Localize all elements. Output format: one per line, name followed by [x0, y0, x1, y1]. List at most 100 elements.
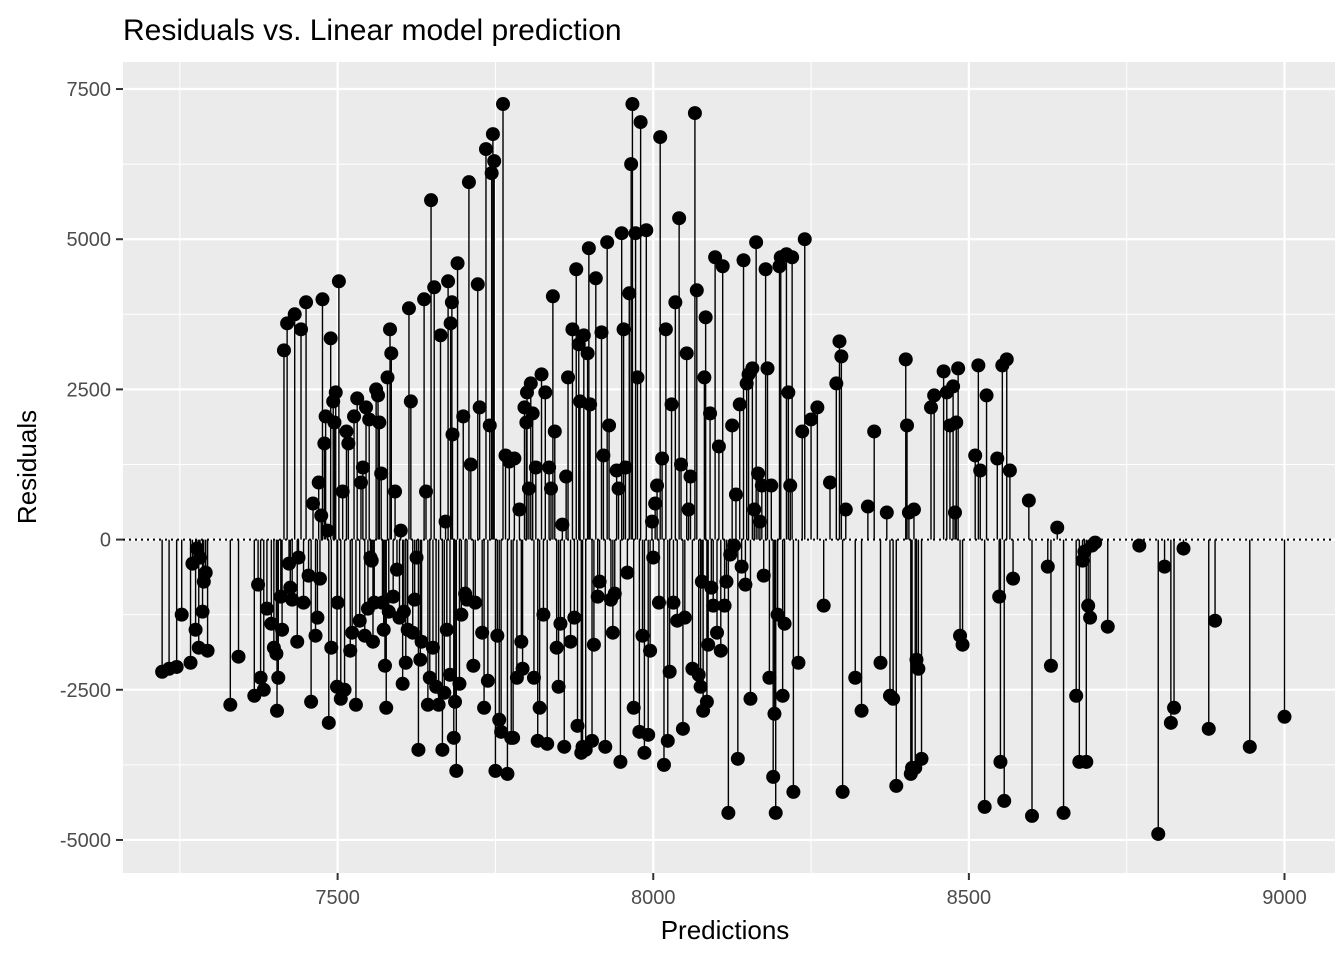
residual-point — [512, 502, 527, 517]
residual-point — [419, 484, 433, 499]
residual-point — [687, 106, 702, 121]
residual-point — [898, 352, 913, 367]
residual-point — [494, 724, 509, 739]
residual-point — [624, 157, 639, 172]
residual-point — [1021, 493, 1036, 508]
residual-point — [198, 565, 213, 580]
residual-point — [635, 628, 650, 643]
residual-point — [285, 592, 300, 607]
residual-point — [749, 235, 764, 250]
residual-point — [992, 589, 1007, 604]
residual-point — [1163, 715, 1178, 730]
residual-point — [413, 652, 428, 667]
residual-point — [1088, 535, 1103, 550]
residual-point — [668, 295, 683, 310]
residual-point — [374, 466, 389, 481]
residual-point — [951, 361, 966, 376]
residual-point — [449, 763, 464, 778]
residual-point — [973, 463, 988, 478]
residual-point — [314, 508, 329, 523]
residual-point — [420, 697, 435, 712]
y-axis-title: Residuals — [12, 410, 42, 524]
residual-point — [435, 742, 450, 757]
residual-point — [758, 262, 773, 277]
residual-point — [611, 481, 626, 496]
residual-point — [775, 688, 790, 703]
residual-point — [480, 673, 495, 688]
x-tick-label: 8000 — [631, 887, 676, 909]
residual-point — [834, 349, 849, 364]
residual-point — [547, 424, 562, 439]
residual-point — [335, 484, 350, 499]
residual-point — [296, 595, 311, 610]
residual-point — [971, 358, 986, 373]
residual-point — [490, 628, 505, 643]
residual-point — [496, 97, 511, 112]
residual-point — [795, 424, 810, 439]
residual-point — [786, 784, 801, 799]
residual-point — [949, 415, 964, 430]
residual-point — [437, 685, 452, 700]
residual-point — [223, 697, 238, 712]
residual-point — [732, 397, 747, 412]
residual-point — [417, 292, 432, 307]
residual-point — [854, 703, 869, 718]
residual-point — [997, 793, 1012, 808]
residual-point — [290, 634, 305, 649]
residual-point — [1083, 610, 1098, 625]
residual-point — [339, 424, 354, 439]
residual-point — [273, 589, 288, 604]
residual-point — [838, 502, 853, 517]
residual-point — [725, 418, 740, 433]
residual-point — [596, 448, 611, 463]
x-tick-label: 8500 — [947, 887, 992, 909]
residual-point — [768, 805, 783, 820]
residual-point — [507, 451, 522, 466]
y-tick-label: 2500 — [67, 379, 112, 401]
residual-point — [1025, 808, 1039, 823]
residual-point — [747, 502, 762, 517]
residual-point — [304, 694, 319, 709]
residual-point — [294, 322, 309, 337]
residual-point — [704, 580, 719, 595]
residual-point — [485, 127, 500, 142]
residual-point — [999, 352, 1014, 367]
residual-point — [193, 550, 208, 565]
residual-point — [613, 754, 628, 769]
residual-point — [169, 659, 184, 674]
residual-point — [1050, 520, 1065, 535]
residual-point — [549, 640, 564, 655]
residual-point — [231, 649, 246, 664]
residual-point — [543, 481, 558, 496]
residual-point — [1081, 598, 1096, 613]
residual-point — [911, 661, 926, 676]
y-tick-label: 0 — [100, 530, 111, 552]
residual-point — [442, 667, 457, 682]
residual-point — [534, 367, 549, 382]
residual-point — [381, 604, 396, 619]
residual-point — [630, 370, 645, 385]
residual-point — [445, 427, 460, 442]
residual-point — [565, 322, 580, 337]
residual-point — [581, 241, 596, 256]
residual-point — [681, 502, 696, 517]
residual-point — [468, 595, 483, 610]
residual-point — [1056, 805, 1071, 820]
residual-point — [993, 754, 1008, 769]
residual-point — [879, 505, 894, 520]
residual-point — [276, 343, 291, 358]
residual-point — [760, 361, 775, 376]
residual-point — [536, 607, 551, 622]
residual-point — [561, 370, 576, 385]
residual-point — [620, 565, 635, 580]
residual-point — [699, 694, 714, 709]
residual-point — [860, 499, 875, 514]
residual-point — [306, 496, 321, 511]
residual-point — [592, 574, 607, 589]
residual-point — [347, 409, 362, 424]
residual-point — [977, 799, 992, 814]
y-tick-label: -2500 — [60, 680, 111, 702]
residual-point — [832, 334, 847, 349]
residual-point — [1167, 700, 1182, 715]
residual-point — [475, 625, 490, 640]
